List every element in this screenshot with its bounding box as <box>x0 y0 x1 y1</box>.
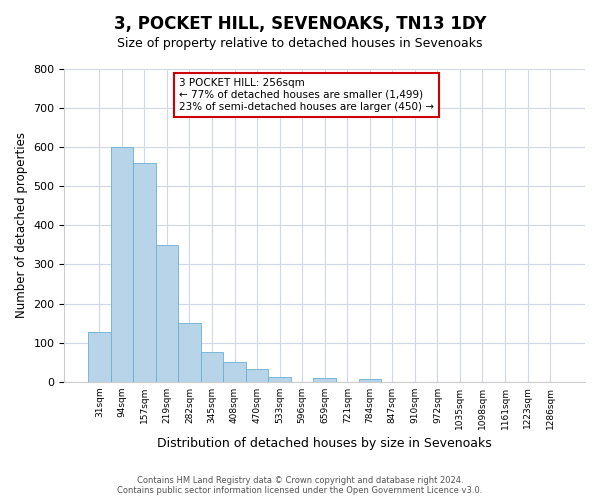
Bar <box>201 352 223 382</box>
Y-axis label: Number of detached properties: Number of detached properties <box>15 132 28 318</box>
Bar <box>246 369 268 382</box>
Text: Contains HM Land Registry data © Crown copyright and database right 2024.
Contai: Contains HM Land Registry data © Crown c… <box>118 476 482 495</box>
Bar <box>268 376 291 382</box>
X-axis label: Distribution of detached houses by size in Sevenoaks: Distribution of detached houses by size … <box>157 437 492 450</box>
Bar <box>155 245 178 382</box>
Bar <box>313 378 336 382</box>
Bar <box>223 362 246 382</box>
Bar <box>178 323 201 382</box>
Bar <box>88 332 110 382</box>
Text: 3, POCKET HILL, SEVENOAKS, TN13 1DY: 3, POCKET HILL, SEVENOAKS, TN13 1DY <box>114 15 486 33</box>
Bar <box>110 147 133 382</box>
Text: Size of property relative to detached houses in Sevenoaks: Size of property relative to detached ho… <box>117 38 483 51</box>
Bar <box>359 378 381 382</box>
Text: 3 POCKET HILL: 256sqm
← 77% of detached houses are smaller (1,499)
23% of semi-d: 3 POCKET HILL: 256sqm ← 77% of detached … <box>179 78 434 112</box>
Bar <box>133 163 155 382</box>
